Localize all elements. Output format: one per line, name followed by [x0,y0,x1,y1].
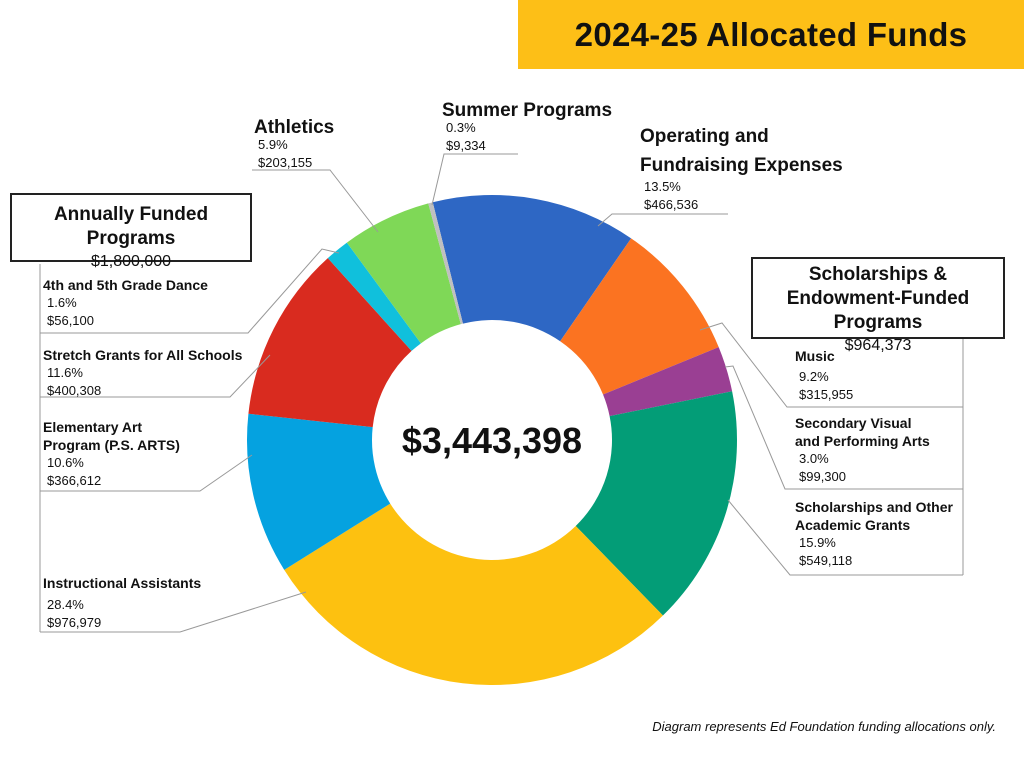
slice-percent: 11.6% [47,365,83,380]
group-box-scholarship: Scholarships & Endowment-Funded Programs… [751,257,1005,354]
slice-percent: 15.9% [799,535,836,550]
label-dance: 4th and 5th Grade Dance 1.6% $56,100 [43,276,208,330]
title-banner: 2024-25 Allocated Funds [518,0,1024,69]
slice-amount: $400,308 [47,383,102,398]
slice-name: 4th and 5th Grade Dance [43,277,208,293]
label-scholarships: Scholarships and Other Academic Grants 1… [795,498,955,570]
slice-percent: 0.3% [446,120,476,135]
footnote: Diagram represents Ed Foundation funding… [652,719,996,734]
leader-music [699,322,963,408]
group-name: Annually Funded Programs [53,204,209,249]
chart-title: 2024-25 Allocated Funds [574,15,968,53]
label-athletics: Athletics 5.9% $203,155 [254,113,334,172]
slice-name: Instructional Assistants [43,575,202,591]
slice-amount: $9,334 [446,138,486,153]
leader-lines [39,153,964,633]
slice-amount: $976,979 [47,615,102,630]
label-operating: Operating and Fundraising Expenses 13.5%… [640,122,880,214]
leader-dance [40,248,340,334]
slice-name: Scholarships and Other Academic Grants [795,499,953,533]
slice-amount: $466,536 [644,197,699,212]
leader-operating [597,213,728,227]
slice-music [560,238,719,395]
slice-name: Summer Programs [442,100,613,121]
label-elementary: Elementary Art Program (P.S. ARTS) 10.6%… [43,418,193,490]
slice-operating-and-fundraising-expenses [432,194,632,342]
slice-secondary-visual-and-performing-arts [603,347,733,417]
slice-percent: 10.6% [47,455,84,470]
slice-amount: $99,300 [799,469,846,484]
label-summer: Summer Programs 0.3% $9,334 [442,96,612,155]
slice-percent: 1.6% [47,295,77,310]
slice-summer-programs [428,202,463,325]
leader-secondary [724,365,963,490]
slice-elementary-art-program-p-s-arts [246,413,391,570]
slice-name: Elementary Art Program (P.S. ARTS) [43,419,180,453]
slice-stretch-grants-for-all-schools [248,258,412,428]
slice-scholarships-and-other-academic-grants [575,391,737,616]
slice-4th-and-5th-grade-dance [327,242,421,351]
slice-percent: 9.2% [799,369,829,384]
label-music: Music 9.2% $315,955 [795,347,853,404]
slice-name: Athletics [254,117,335,138]
slice-amount: $366,612 [47,473,102,488]
group-box-annual: Annually Funded Programs $1,800,000 [10,193,252,270]
slice-name: Operating and Fundraising Expenses [640,126,843,176]
label-instructional: Instructional Assistants 28.4% $976,979 [43,574,201,632]
slice-amount: $549,118 [799,553,853,568]
label-stretch: Stretch Grants for All Schools 11.6% $40… [43,346,242,400]
slice-name: Music [795,348,835,364]
slice-percent: 3.0% [799,451,829,466]
slice-instructional-assistants [284,503,663,685]
group-amount: $1,800,000 [90,253,172,270]
slice-percent: 5.9% [258,137,288,152]
leader-athletics [252,169,379,233]
label-secondary: Secondary Visual and Performing Arts 3.0… [795,414,935,486]
slice-amount: $203,155 [258,155,313,170]
leader-elementary [40,454,253,492]
slice-percent: 28.4% [47,597,84,612]
leader-stretch [40,354,271,398]
total-amount: $3,443,398 [401,420,583,461]
slice-percent: 13.5% [644,179,681,194]
slice-name: Secondary Visual and Performing Arts [795,415,930,449]
leader-scholarships [727,499,963,576]
group-name: Scholarships & Endowment-Funded Programs [786,264,970,333]
slice-name: Stretch Grants for All Schools [43,347,243,363]
slice-athletics [346,203,461,344]
slice-amount: $56,100 [47,313,94,328]
group-amount: $964,373 [844,337,912,354]
leader-summer [431,153,518,206]
slice-amount: $315,955 [799,387,854,402]
leader-instructional [40,591,307,633]
